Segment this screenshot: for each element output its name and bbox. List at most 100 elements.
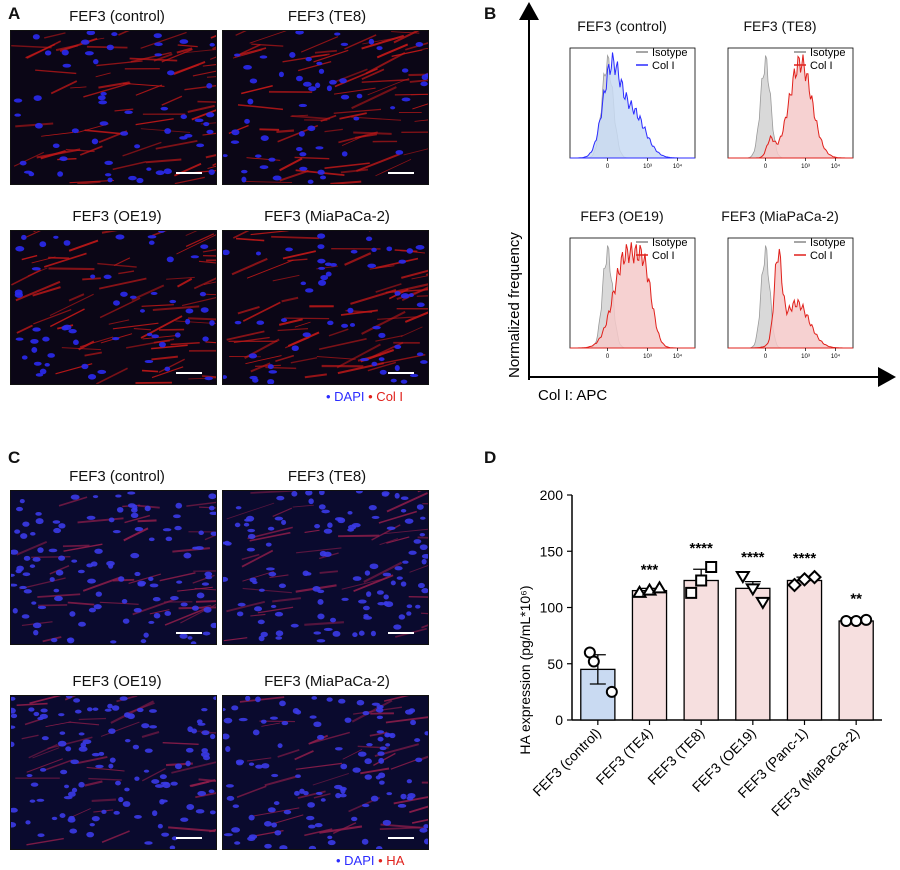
category-label: FEF3 (control) [529,725,604,800]
data-point [605,685,618,698]
hist-tick-label: 10³ [801,354,810,360]
panel-letter-a: A [8,4,21,23]
image-title-c-control: FEF3 (control) [69,468,165,485]
data-point [735,571,751,584]
image-title-a-control: FEF3 (control) [69,8,165,25]
hist-title-miapaca: FEF3 (MiaPaCa-2) [721,208,839,224]
legend-isotype: Isotype [810,47,845,59]
hist-tick-label: 0 [606,354,610,360]
hist-tick-label: 10⁴ [831,163,841,170]
cell-texture [11,231,216,384]
data-point [860,613,873,626]
y-tick-label: 100 [540,600,564,616]
scale-bar [388,372,414,374]
col-i-histogram [728,54,853,159]
micrograph-c-te8 [222,490,429,645]
data-point [755,596,771,610]
cell-texture [11,491,216,644]
legend-col-i: Col I [652,250,675,262]
y-tick-label: 150 [540,543,564,559]
panel-letter-b: B [484,4,497,23]
cell-texture [11,696,216,849]
data-point [695,574,708,587]
hist-tick-label: 0 [764,354,768,360]
legend-dapi: • DAPI [326,389,365,404]
hist-tick-label: 10⁴ [673,353,683,360]
micrograph-a-te8 [222,30,429,185]
data-point [787,577,802,593]
image-title-a-oe19: FEF3 (OE19) [72,208,162,225]
hist-title-oe19: FEF3 (OE19) [580,208,664,224]
hist-title-te8: FEF3 (TE8) [743,18,817,34]
col-i-histogram [728,248,853,349]
stain-legend-c: • DAPI • HA [336,853,404,868]
legend-isotype: Isotype [810,237,845,249]
flow-axes: Normalized frequency Col I: APC [506,2,896,404]
hist-tick-label: 10⁴ [673,163,683,170]
flow-ylabel: Normalized frequency [506,232,523,378]
bar [683,579,719,721]
scale-bar [176,632,202,634]
micrograph-a-miapaca [222,230,429,385]
micrograph-a-oe19 [10,230,217,385]
image-title-a-miapaca: FEF3 (MiaPaCa-2) [264,208,390,225]
legend-col-i: • Col I [368,389,404,404]
hist-title-control: FEF3 (control) [577,18,667,34]
image-title-c-te8: FEF3 (TE8) [287,468,367,485]
panel-letter-c: C [8,448,21,467]
data-point [745,583,761,597]
legend-isotype: Isotype [652,47,687,59]
data-point [840,615,853,627]
legend-col-i: Col I [810,250,833,262]
significance-label: *** [641,561,659,578]
image-title-c-oe19: FEF3 (OE19) [72,673,162,690]
data-point [705,561,718,573]
y-tick-label: 200 [540,487,564,503]
data-point [651,580,668,594]
scale-bar [388,632,414,634]
col-i-histogram [570,52,695,159]
bar [631,589,668,721]
bar [786,579,823,721]
scale-bar [176,372,202,374]
cell-texture [223,491,428,644]
micrograph-c-oe19 [10,695,217,850]
micrograph-c-miapaca [222,695,429,850]
data-point [587,655,600,668]
scale-bar [388,172,414,174]
cell-texture [223,696,428,849]
scale-bar [176,172,202,174]
significance-label: ** [850,591,862,608]
stain-legend-a: • DAPI • Col I [326,389,403,404]
cell-texture [223,231,428,384]
significance-label: **** [741,549,765,566]
hist-tick-label: 0 [606,164,610,170]
data-point [807,569,822,585]
scale-bar [176,837,202,839]
scale-bar [388,837,414,839]
data-point [850,615,863,627]
image-title-a-te8: FEF3 (TE8) [287,8,367,25]
col-i-histogram [570,242,695,349]
significance-label: **** [793,550,817,567]
y-tick-label: 0 [555,712,563,728]
legend-dapi: • DAPI [336,853,375,868]
bar [735,587,771,721]
significance-label: **** [689,540,713,557]
flow-xlabel: Col I: APC [538,387,607,404]
bar [838,620,874,721]
hist-tick-label: 10³ [801,164,810,170]
category-label: FEF3 (MiaPaCa-2) [768,725,862,819]
hist-tick-label: 0 [764,164,768,170]
hist-tick-label: 10⁴ [831,353,841,360]
cell-texture [11,31,216,184]
legend-col-i: Col I [652,60,675,72]
micrograph-a-control [10,30,217,185]
panel-letter-d: D [484,448,497,467]
cell-texture [223,31,428,184]
legend-ha: • HA [378,853,405,868]
hist-tick-label: 10³ [643,164,652,170]
